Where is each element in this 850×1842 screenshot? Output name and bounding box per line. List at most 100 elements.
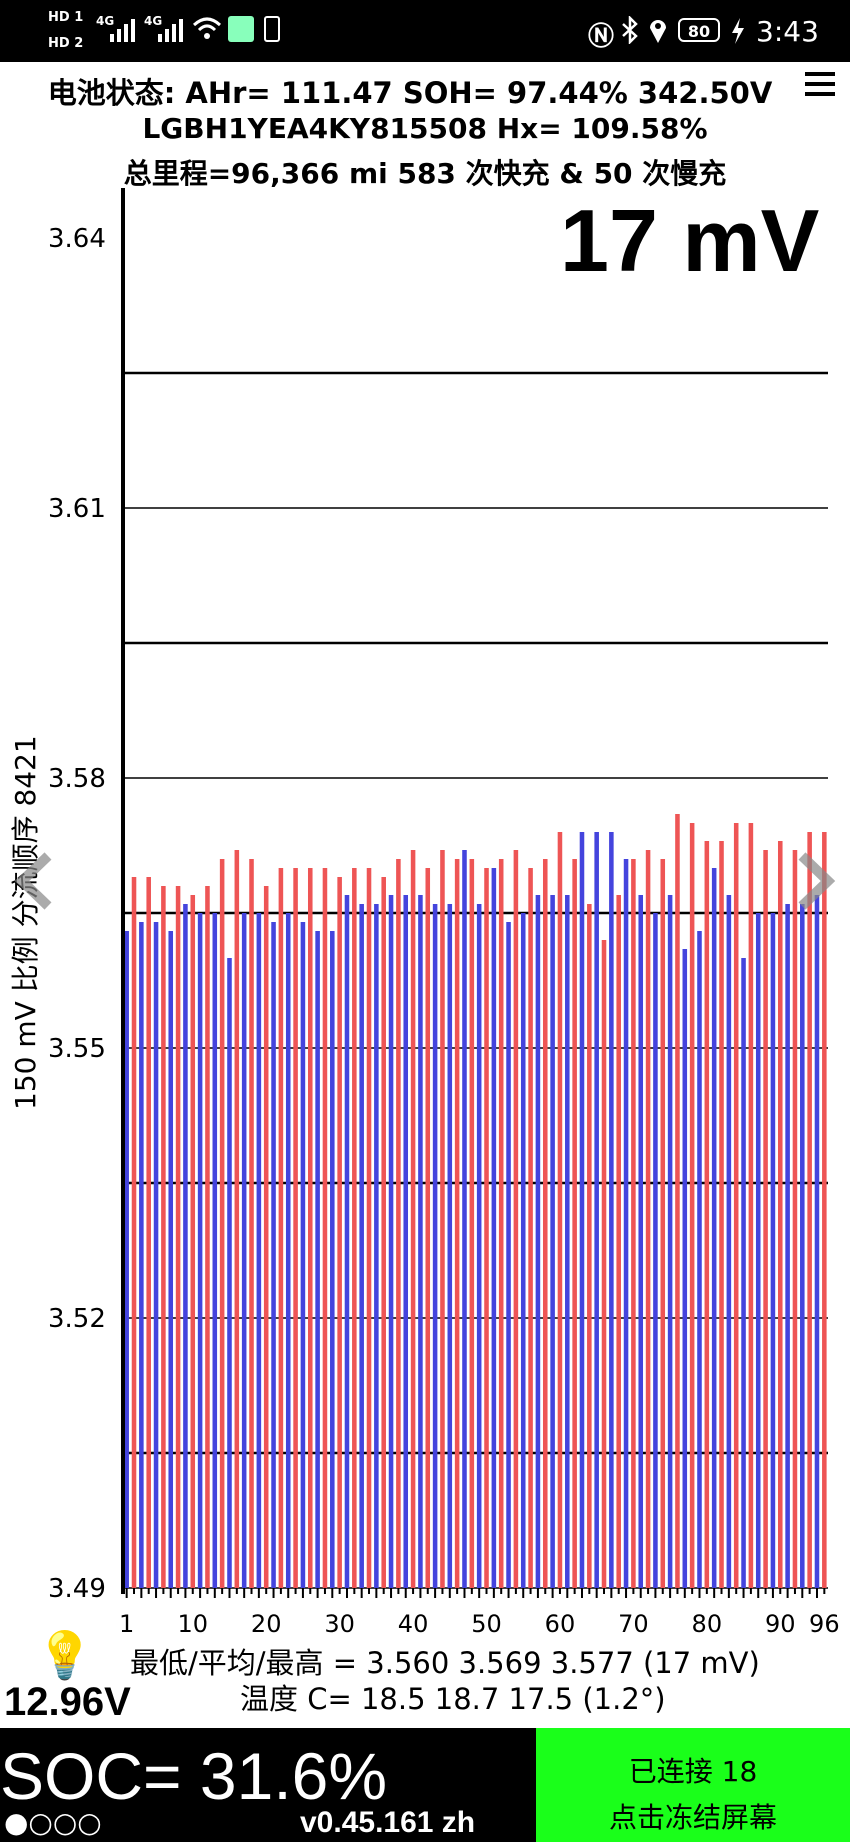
bar-cell-37: [388, 895, 394, 1588]
bar-cell-38: [396, 859, 401, 1588]
bar-cell-66: [601, 940, 607, 1588]
bar-cell-83: [726, 895, 732, 1588]
bar-cell-22: [278, 868, 284, 1588]
odometer-line: 总里程=96,366 mi 583 次快充 & 50 次慢充: [123, 157, 727, 190]
lightbulb-icon[interactable]: 💡: [36, 1628, 94, 1682]
bar-cell-78: [689, 823, 695, 1588]
bar-cell-39: [403, 895, 409, 1588]
bar-cell-93: [800, 904, 805, 1588]
bar-cell-91: [785, 904, 790, 1588]
bar-cell-18: [249, 859, 254, 1588]
clock: 3:43: [756, 15, 819, 48]
cell-voltage-chart[interactable]: 3.64 3.61 3.58 3.55 3.52 3.49 1 10 20 30 40 50 60 70 8…: [0, 180, 850, 1640]
bar-cell-58: [542, 859, 548, 1588]
connected-label: 已连接 18: [628, 1755, 758, 1788]
page-indicator[interactable]: ●○○○: [4, 1806, 102, 1839]
bar-cell-10: [190, 895, 196, 1588]
bar-cell-15: [227, 958, 232, 1588]
bar-cell-64: [587, 904, 592, 1588]
bar-cell-94: [807, 832, 812, 1588]
bar-cell-40: [410, 850, 416, 1588]
bar-cell-24: [293, 868, 298, 1588]
menu-icon[interactable]: [805, 72, 835, 102]
charging-bolt-icon: [732, 18, 744, 44]
bar-cell-2: [131, 877, 137, 1588]
hd2-indicator: HD 2: [48, 36, 84, 51]
x-tick-label: 80: [692, 1610, 723, 1638]
bar-cell-42: [425, 868, 431, 1588]
bar-cell-57: [535, 895, 541, 1588]
bar-cell-49: [476, 904, 482, 1588]
signal-2-icon: [158, 19, 183, 42]
battery-level: 80: [678, 18, 720, 42]
app-notification-icon: [228, 16, 254, 42]
battery-status-line: 电池状态: AHr= 111.47 SOH= 97.44% 342.50V: [47, 76, 773, 110]
bar-cell-95: [814, 895, 820, 1588]
bar-cell-6: [161, 886, 166, 1588]
bar-cell-56: [528, 868, 533, 1588]
bar-cell-28: [322, 868, 328, 1588]
bar-cell-92: [792, 850, 798, 1588]
y-tick-label: 3.55: [48, 1034, 106, 1064]
bar-cell-61: [565, 895, 570, 1588]
network-type-2: 4G: [144, 14, 163, 28]
bar-cell-69: [623, 859, 629, 1588]
next-arrow-icon[interactable]: [784, 852, 842, 910]
bar-cell-62: [572, 859, 577, 1588]
bar-cell-65: [594, 832, 599, 1588]
bar-cell-31: [344, 895, 350, 1588]
previous-arrow-icon[interactable]: [8, 852, 66, 910]
bar-cell-33: [359, 904, 364, 1588]
bar-cell-45: [447, 904, 453, 1588]
x-tick-label: 1: [119, 1610, 134, 1638]
bar-cell-88: [763, 850, 768, 1588]
bar-cell-53: [506, 922, 511, 1588]
soc-readout: SOC= 31.6%: [0, 1739, 388, 1813]
bar-cell-55: [520, 913, 526, 1588]
bar-cell-81: [711, 868, 717, 1588]
x-tick-label: 90: [765, 1610, 796, 1638]
location-icon: [650, 20, 666, 43]
bar-cell-79: [697, 931, 702, 1588]
bar-cell-13: [212, 913, 218, 1588]
y-tick-label: 3.64: [48, 224, 106, 254]
y-tick-label: 3.52: [48, 1304, 106, 1334]
bar-cell-44: [440, 850, 445, 1588]
y-tick-label: 3.58: [48, 764, 106, 794]
x-tick-label: 30: [324, 1610, 355, 1638]
bar-cell-36: [381, 877, 386, 1588]
bar-cell-17: [241, 913, 247, 1588]
bar-cell-5: [153, 922, 159, 1588]
temperature-stats: 温度 C= 18.5 18.7 17.5 (1.2°): [240, 1682, 666, 1716]
bar-cell-7: [168, 931, 174, 1588]
wifi-icon: [192, 17, 222, 39]
bar-cell-48: [469, 859, 475, 1588]
bar-cell-60: [557, 832, 563, 1588]
bar-cell-63: [579, 832, 585, 1588]
x-tick-label: 96: [809, 1610, 840, 1638]
y-tick-label: 3.49: [48, 1574, 106, 1604]
bar-cell-41: [418, 895, 423, 1588]
network-type-1: 4G: [96, 14, 115, 28]
x-tick-label: 60: [545, 1610, 576, 1638]
bar-cell-84: [733, 823, 739, 1588]
bar-cell-14: [219, 859, 225, 1588]
bar-cell-68: [616, 895, 621, 1588]
bar-cell-8: [175, 886, 181, 1588]
status-bar: HD 1 HD 2 4G 4G Ⓝ 80 3:43: [0, 0, 850, 62]
bar-cell-26: [307, 868, 313, 1588]
bar-cell-46: [454, 859, 460, 1588]
bar-cell-30: [337, 877, 342, 1588]
connection-status-button[interactable]: 已连接 18 点击冻结屏幕: [536, 1728, 850, 1842]
x-tick-label: 20: [251, 1610, 282, 1638]
bar-cell-34: [366, 868, 372, 1588]
x-tick-label: 40: [398, 1610, 429, 1638]
freeze-screen-label: 点击冻结屏幕: [608, 1801, 777, 1834]
bar-cell-74: [660, 859, 666, 1588]
bar-cell-54: [513, 850, 519, 1588]
bar-cell-9: [183, 904, 188, 1588]
signal-1-icon: [110, 19, 135, 42]
bar-cell-59: [550, 895, 555, 1588]
bar-cell-70: [631, 859, 636, 1588]
bar-cell-29: [330, 931, 335, 1588]
